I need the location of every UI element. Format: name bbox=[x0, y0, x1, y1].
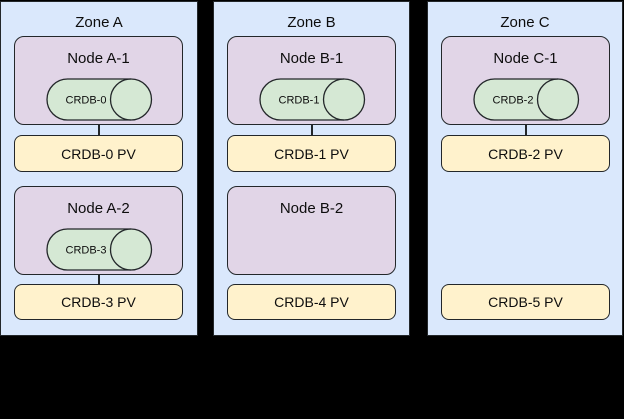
svg-text:CRDB-2: CRDB-2 bbox=[493, 95, 534, 107]
svg-text:CRDB-0: CRDB-0 bbox=[66, 95, 107, 107]
svg-text:CRDB-3: CRDB-3 bbox=[66, 245, 107, 257]
svg-text:CRDB-1: CRDB-1 bbox=[279, 95, 320, 107]
